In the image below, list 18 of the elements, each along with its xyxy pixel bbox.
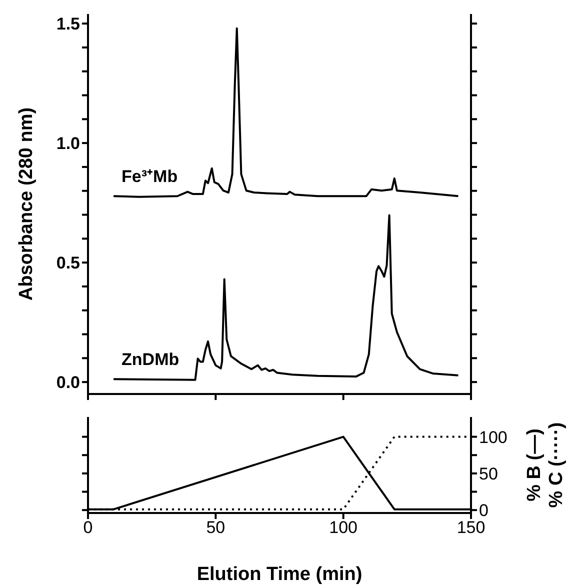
x-tick-label: 0 [83,518,93,538]
y2-tick-label: 0 [479,501,488,520]
series-label: Fe³⁺Mb [122,167,178,186]
x-tick-label: 50 [206,518,226,538]
y2-axis-title: % B (—) % C (·····) [524,422,567,508]
y-axis-title: Absorbance (280 nm) [16,107,37,301]
y2-tick-label: 100 [479,428,508,447]
x-tick-label: 100 [329,518,358,538]
y-tick-label: 0.5 [56,254,80,273]
x-axis-title: Elution Time (min) [196,564,362,585]
y2-tick-label: 50 [479,464,498,484]
y-tick-label: 1.0 [56,134,80,154]
line-series [112,214,460,381]
x-tick-label: 150 [456,518,486,538]
line-series [112,27,460,198]
series-label: ZnDMb [122,350,180,370]
y-tick-label: 0.0 [56,373,80,392]
y-tick-label: 1.5 [56,14,80,34]
